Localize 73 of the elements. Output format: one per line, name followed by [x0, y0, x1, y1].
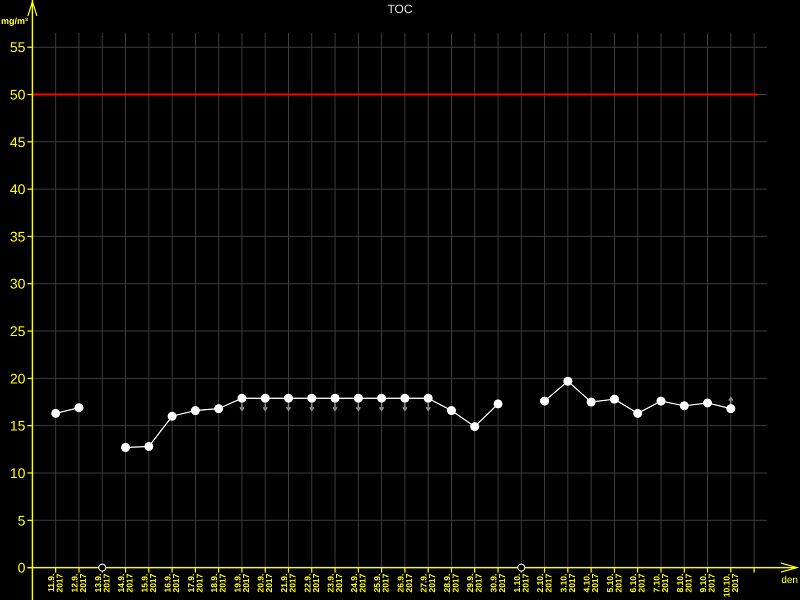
- point: [494, 399, 503, 408]
- x-tick-label: 29.9.2017: [465, 573, 484, 593]
- x-tick-label: 5.10.2017: [604, 573, 624, 593]
- point: [121, 442, 130, 452]
- point: [284, 394, 293, 403]
- y-tick-label: 45: [10, 134, 26, 150]
- x-tick-label: 13.9.2017: [92, 573, 112, 593]
- x-tick-label: 10.10.2017: [721, 573, 740, 598]
- x-tick-label: 3.10.2017: [558, 573, 577, 593]
- y-tick-label: 40: [10, 181, 26, 198]
- x-tick-label: 21.9.2017: [279, 573, 298, 593]
- x-tick-label: 12.9.2017: [69, 573, 88, 593]
- point: [703, 398, 712, 408]
- x-tick-label: 6.10.2017: [628, 573, 647, 593]
- point: [610, 394, 619, 404]
- x-tick-label: 14.9.2017: [116, 573, 135, 593]
- x-tick-label: 19.9.2017: [232, 573, 251, 593]
- point: [260, 394, 270, 403]
- y-tick-label: 30: [10, 276, 26, 292]
- point: [563, 376, 572, 386]
- x-tick-label: 8.10.2017: [674, 573, 694, 593]
- x-tick-label: 28.9.2017: [442, 573, 460, 593]
- point: [470, 422, 480, 432]
- x-tick-label: 4.10.2017: [582, 573, 600, 593]
- point: [168, 412, 177, 421]
- point: [190, 406, 200, 416]
- point: [586, 398, 596, 407]
- chart-title: TOC: [387, 2, 413, 16]
- point: [424, 394, 433, 403]
- y-tick-label: 55: [10, 39, 26, 56]
- x-tick-label: 30.9.2017: [488, 573, 508, 593]
- y-tick-label: 5: [18, 512, 26, 528]
- point: [307, 394, 316, 403]
- x-tick-label: 25.9.2017: [372, 573, 391, 593]
- x-tick-label: 24.9.2017: [348, 573, 368, 593]
- x-tick-label: 2.10.2017: [535, 573, 554, 593]
- y-tick-label: 10: [10, 464, 26, 481]
- x-tick-label: 15.9.2017: [139, 573, 158, 593]
- x-tick-label: 27.9.2017: [418, 573, 438, 593]
- point: [51, 408, 60, 418]
- y-tick-label: 0: [18, 560, 26, 576]
- point: [330, 394, 340, 403]
- x-tick-label: 26.9.2017: [395, 573, 414, 593]
- point: [237, 394, 246, 403]
- point: [214, 404, 224, 414]
- x-tick-label: 1.10.2017: [512, 573, 530, 593]
- x-tick-label: 16.9.2017: [162, 573, 182, 593]
- point: [656, 396, 666, 406]
- y-tick-label: 25: [10, 323, 26, 340]
- x-tick-label: 7.10.2017: [651, 573, 670, 593]
- y-tick-label: 35: [10, 228, 26, 244]
- y-tick-label: 20: [10, 370, 26, 386]
- point: [680, 401, 689, 410]
- x-tick-label: 11.9.2017: [46, 573, 65, 593]
- point: [354, 394, 363, 403]
- point: [144, 442, 154, 451]
- y-axis-title: mg/m³: [1, 16, 28, 26]
- x-tick-label: 17.9.2017: [186, 573, 204, 593]
- point: [633, 408, 642, 418]
- point: [446, 406, 456, 416]
- x-axis-title: den: [781, 575, 798, 586]
- y-tick-label: 15: [10, 418, 26, 434]
- x-tick-label: 9.10.2017: [698, 573, 717, 593]
- point: [540, 396, 550, 406]
- y-tick-label: 50: [10, 86, 26, 103]
- x-tick-label: 18.9.2017: [209, 573, 228, 593]
- x-tick-label: 20.9.2017: [256, 573, 274, 593]
- x-tick-label: 22.9.2017: [302, 573, 321, 593]
- point: [74, 403, 84, 412]
- point: [377, 394, 386, 403]
- x-tick-label: 23.9.2017: [326, 573, 344, 593]
- point: [400, 394, 410, 403]
- point: [726, 404, 736, 414]
